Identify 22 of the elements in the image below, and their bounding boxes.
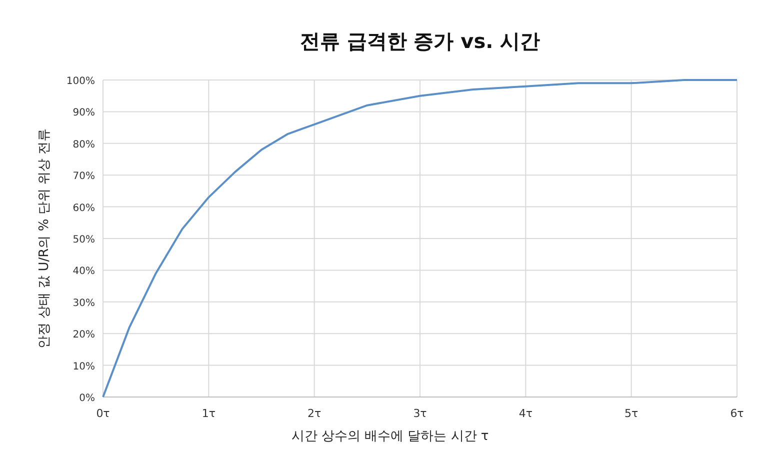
x-tick-label: 2τ [308,407,322,420]
y-tick-label: 0% [79,393,95,404]
x-tick-label: 6τ [730,407,744,420]
x-tick-label: 5τ [624,407,639,420]
y-axis-title: 안정 상태 값 U/R의 % 단위 위상 전류 [37,128,52,349]
chart-title: 전류 급격한 증가 vs. 시간 [300,29,540,53]
x-tick-label: 1τ [202,407,216,420]
y-tick-label: 60% [72,202,95,214]
x-tick-label: 0τ [96,407,110,420]
y-tick-label: 100% [66,76,95,87]
x-axis-title: 시간 상수의 배수에 달하는 시간 τ [291,429,489,444]
y-tick-label: 70% [72,171,95,182]
y-tick-label: 10% [72,361,95,372]
y-tick-label: 20% [72,330,95,341]
line-series [102,79,738,398]
y-tick-label: 90% [72,108,95,119]
x-tick-label: 4τ [518,407,533,420]
y-tick-label: 30% [72,298,95,309]
x-tick-label: 3τ [413,407,428,420]
y-tick-label: 50% [72,234,95,246]
y-tick-label: 40% [72,266,95,278]
y-tick-label: 80% [72,139,95,150]
